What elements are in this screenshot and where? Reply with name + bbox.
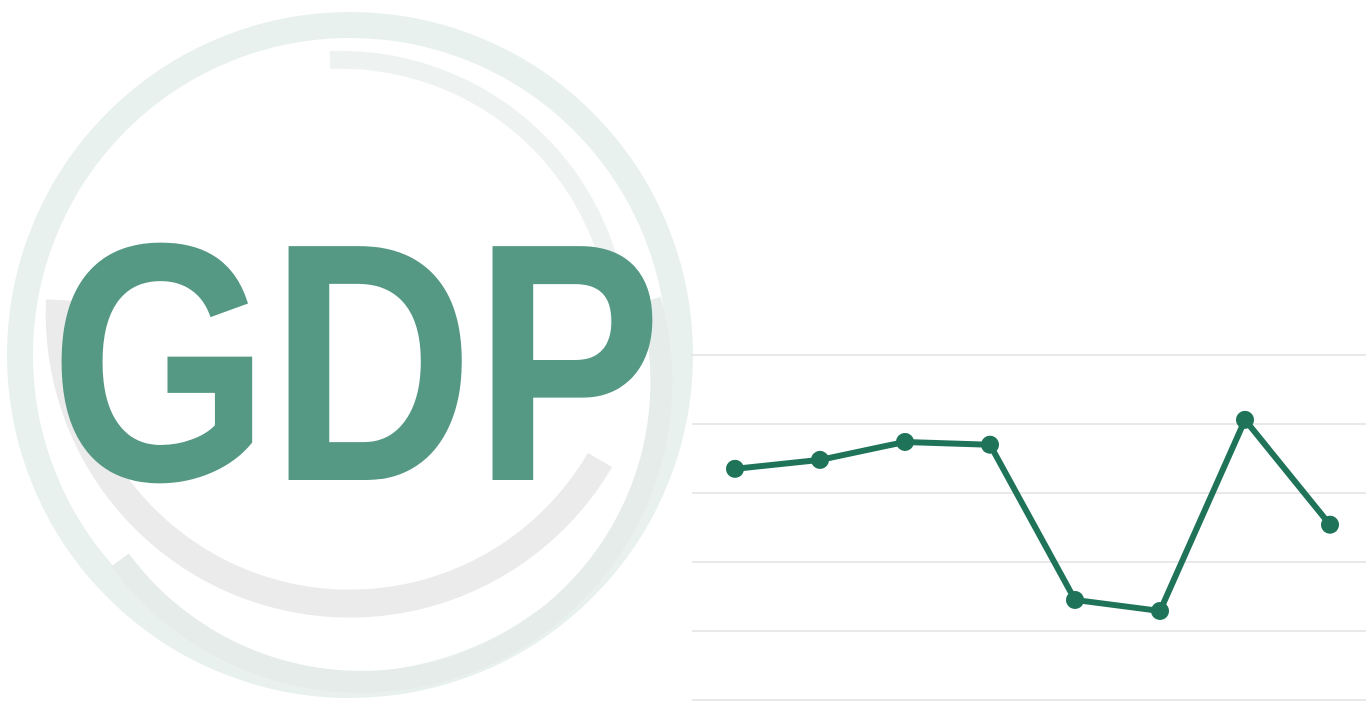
data-point xyxy=(981,436,999,454)
data-point xyxy=(896,433,914,451)
data-point xyxy=(811,451,829,469)
line-chart xyxy=(692,355,1366,700)
page: GDP xyxy=(0,0,1366,701)
data-point xyxy=(1066,591,1084,609)
logo-title: GDP xyxy=(50,173,662,553)
data-line xyxy=(735,420,1330,611)
data-point xyxy=(1236,411,1254,429)
data-point xyxy=(1151,602,1169,620)
data-point xyxy=(1321,516,1339,534)
data-point xyxy=(726,460,744,478)
